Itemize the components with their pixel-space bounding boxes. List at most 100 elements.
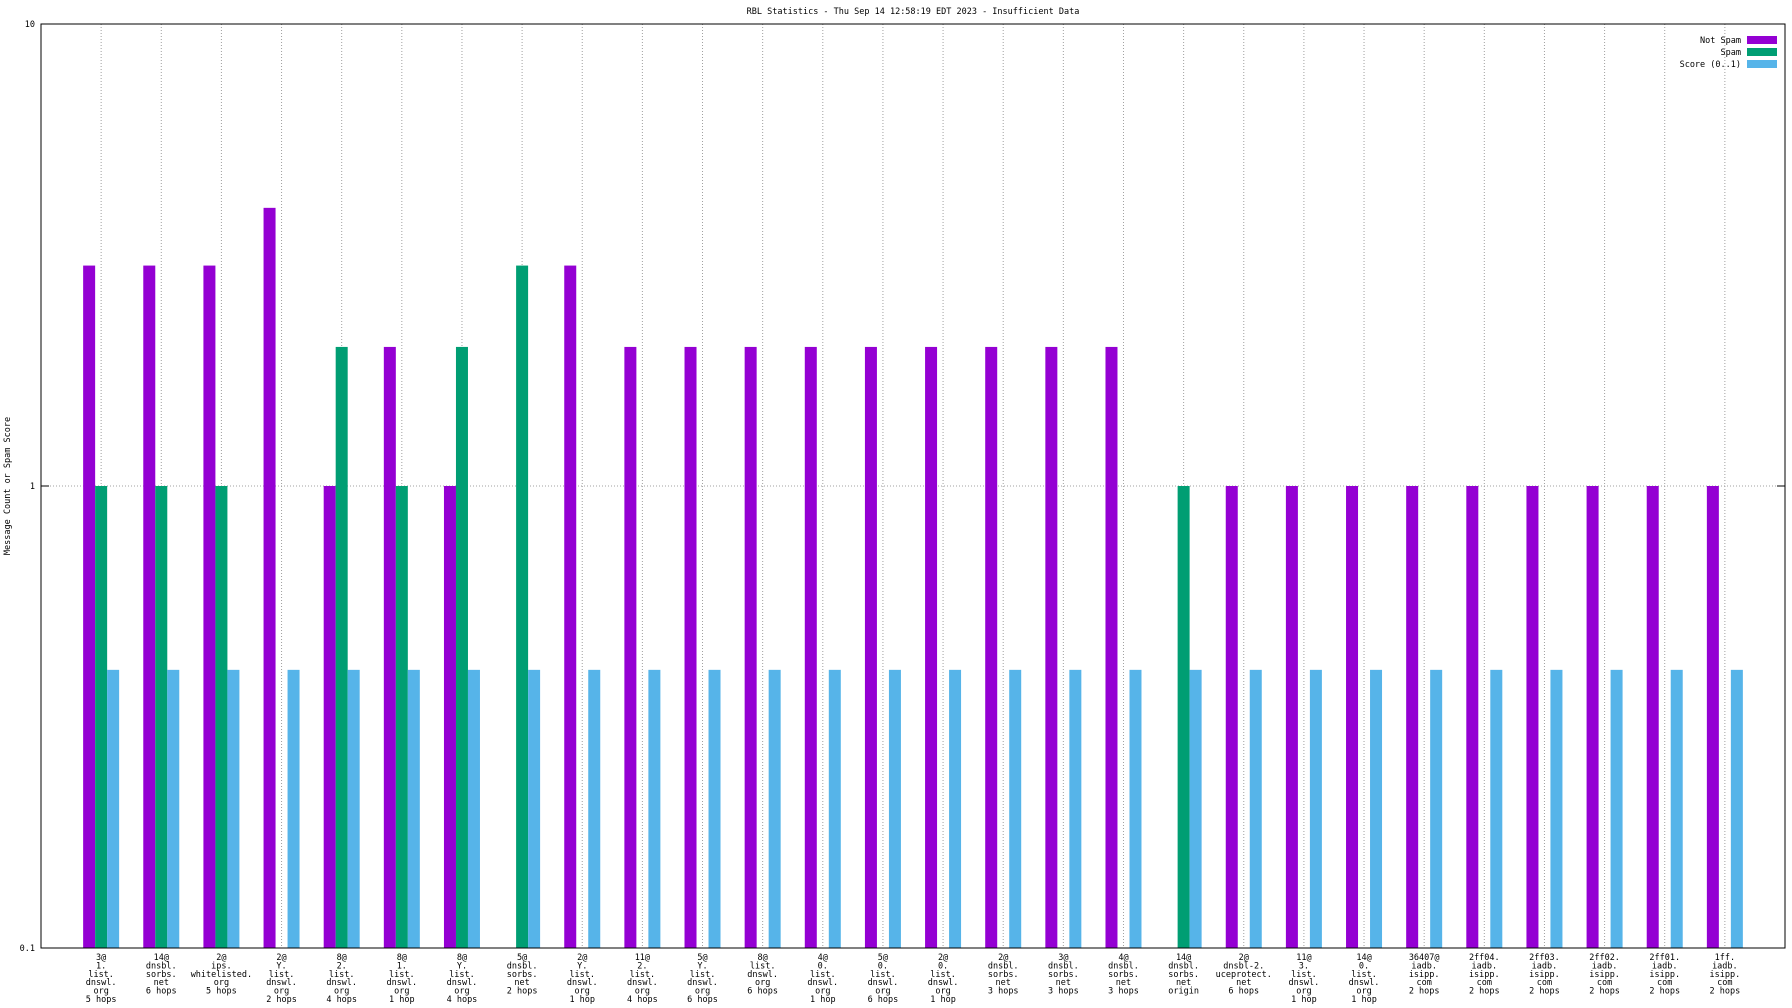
y-tick-label: 0.1 <box>20 944 35 954</box>
x-tick-label: 2ff02. <box>1589 953 1620 963</box>
x-tick-label: iadb. <box>1592 961 1618 971</box>
bar <box>203 265 216 949</box>
bar <box>1189 669 1202 948</box>
x-tick-label: sorbs. <box>146 970 177 980</box>
bar <box>335 346 348 948</box>
x-tick-label: org <box>93 987 108 997</box>
x-tick-label: isipp. <box>1529 970 1560 980</box>
bar <box>1225 486 1238 948</box>
x-tick-label: 1. <box>397 961 407 971</box>
x-tick-label: dnswl. <box>687 978 718 988</box>
x-tick-label: 0. <box>938 961 948 971</box>
x-tick-label: 8@ <box>457 953 467 963</box>
x-tick-label: 2ff01. <box>1649 953 1680 963</box>
x-tick-label: 5@ <box>697 953 707 963</box>
x-tick-label: 3. <box>1299 961 1309 971</box>
x-tick-label: Y. <box>577 961 587 971</box>
x-tick-label: 14@ <box>1356 953 1371 963</box>
x-tick-label: org <box>935 987 950 997</box>
x-tick-label: sorbs. <box>988 970 1019 980</box>
x-tick-label: 2@ <box>577 953 587 963</box>
x-tick-label: 2 hops <box>1649 987 1680 997</box>
x-tick-label: com <box>1657 978 1672 988</box>
x-tick-label: 4 hops <box>627 995 658 1005</box>
x-tick-label: 5@ <box>517 953 527 963</box>
bar <box>1490 669 1503 948</box>
bar <box>1706 486 1719 948</box>
bar <box>383 346 396 948</box>
x-tick-label: net <box>1056 978 1071 988</box>
x-tick-label: 1ff. <box>1715 953 1735 963</box>
x-tick-label: net <box>514 978 529 988</box>
x-tick-label: 2ff04. <box>1469 953 1500 963</box>
bar <box>1069 669 1082 948</box>
x-tick-label: 1 hop <box>569 995 595 1005</box>
x-tick-label: 4 hops <box>447 995 478 1005</box>
bar <box>1730 669 1743 948</box>
x-tick-label: com <box>1717 978 1732 988</box>
x-tick-label: iadb. <box>1411 961 1437 971</box>
bar <box>1045 346 1058 948</box>
x-tick-label: sorbs. <box>1168 970 1199 980</box>
x-tick-label: 0. <box>818 961 828 971</box>
x-tick-label: list. <box>810 970 836 980</box>
x-tick-label: com <box>1477 978 1492 988</box>
x-tick-label: org <box>635 987 650 997</box>
x-tick-label: 3@ <box>96 953 106 963</box>
x-tick-label: dnswl. <box>86 978 117 988</box>
bar <box>1129 669 1142 948</box>
y-tick-label: 1 <box>30 482 35 492</box>
x-tick-label: iadb. <box>1532 961 1558 971</box>
chart-title: RBL Statistics - Thu Sep 14 12:58:19 EDT… <box>747 7 1080 17</box>
x-tick-label: org <box>394 987 409 997</box>
bar <box>1586 486 1599 948</box>
bar <box>1406 486 1419 948</box>
x-tick-label: 2. <box>637 961 647 971</box>
bar <box>347 669 360 948</box>
x-tick-label: Y. <box>457 961 467 971</box>
x-tick-label: dnswl. <box>627 978 658 988</box>
x-tick-label: net <box>1116 978 1131 988</box>
bar <box>864 346 877 948</box>
x-tick-label: 2@ <box>1239 953 1249 963</box>
x-tick-label: org <box>695 987 710 997</box>
x-tick-label: dnsbl. <box>507 961 538 971</box>
x-tick-label: org <box>815 987 830 997</box>
bar <box>1249 669 1262 948</box>
x-tick-label: 6 hops <box>687 995 718 1005</box>
x-tick-label: list. <box>269 970 295 980</box>
bar <box>167 669 180 948</box>
x-tick-label: 6 hops <box>868 995 899 1005</box>
bar <box>1550 669 1563 948</box>
x-tick-label: list. <box>329 970 355 980</box>
x-tick-label: 6 hops <box>747 987 778 997</box>
bar <box>949 669 962 948</box>
bar <box>1309 669 1322 948</box>
legend-swatch <box>1747 60 1777 68</box>
legend-label: Spam <box>1721 48 1741 58</box>
bar <box>287 669 300 948</box>
x-tick-label: isipp. <box>1589 970 1620 980</box>
x-tick-label: 8@ <box>337 953 347 963</box>
x-tick-label: sorbs. <box>1108 970 1139 980</box>
x-tick-label: dnswl. <box>928 978 959 988</box>
x-tick-label: 2 hops <box>1409 987 1440 997</box>
bar <box>925 346 938 948</box>
bar <box>227 669 240 948</box>
x-tick-label: 2 hops <box>1710 987 1741 997</box>
x-tick-label: isipp. <box>1710 970 1741 980</box>
x-tick-label: dnsbl. <box>1168 961 1199 971</box>
x-tick-label: 8@ <box>758 953 768 963</box>
bar <box>1346 486 1359 948</box>
x-tick-label: 5 hops <box>206 987 237 997</box>
x-tick-label: 1 hop <box>1351 995 1377 1005</box>
bar <box>1009 669 1022 948</box>
x-tick-label: Y. <box>276 961 286 971</box>
bar <box>744 346 757 948</box>
x-tick-label: 5 hops <box>86 995 117 1005</box>
x-tick-label: sorbs. <box>507 970 538 980</box>
bar <box>1285 486 1298 948</box>
bar <box>528 669 541 948</box>
x-tick-label: list. <box>1351 970 1377 980</box>
x-tick-label: 4@ <box>1118 953 1128 963</box>
